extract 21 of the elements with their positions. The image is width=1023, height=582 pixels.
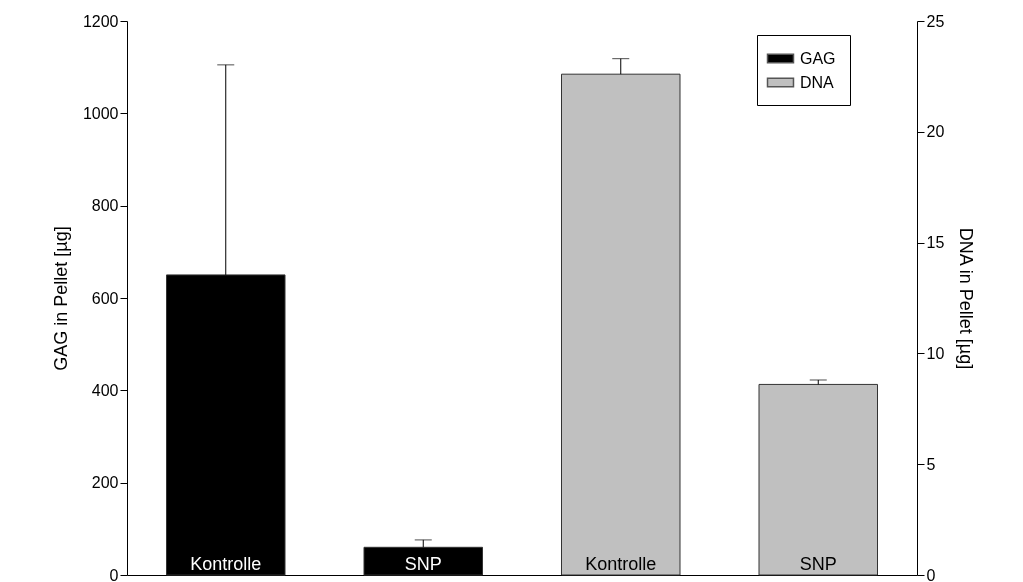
y2-tick-label: 10 (926, 344, 945, 362)
y2-tick-label: 15 (926, 234, 945, 252)
x-tick-label: Kontrolle (585, 554, 657, 574)
y2-tick-label: 25 (926, 12, 945, 30)
y-tick-label: 800 (91, 197, 119, 215)
y-tick-label: 400 (91, 381, 119, 399)
legend-label: GAG (800, 49, 836, 67)
y2-tick-label: 0 (926, 566, 936, 582)
y-axis-title: GAG in Pellet [µg] (50, 226, 71, 371)
y-tick-label: 600 (91, 289, 119, 307)
y-tick-label: 200 (91, 474, 119, 492)
y2-tick-label: 5 (926, 455, 936, 473)
y-tick-label: 1000 (82, 104, 119, 122)
x-tick-label: SNP (404, 554, 442, 574)
legend-label: DNA (800, 73, 835, 91)
y-tick-label: 0 (109, 566, 119, 582)
y-tick-label: 1200 (82, 12, 119, 30)
y2-axis-title: DNA in Pellet [µg] (956, 227, 977, 370)
y2-tick-label: 20 (926, 123, 945, 141)
x-tick-label: Kontrolle (190, 554, 262, 574)
x-tick-label: SNP (799, 554, 837, 574)
